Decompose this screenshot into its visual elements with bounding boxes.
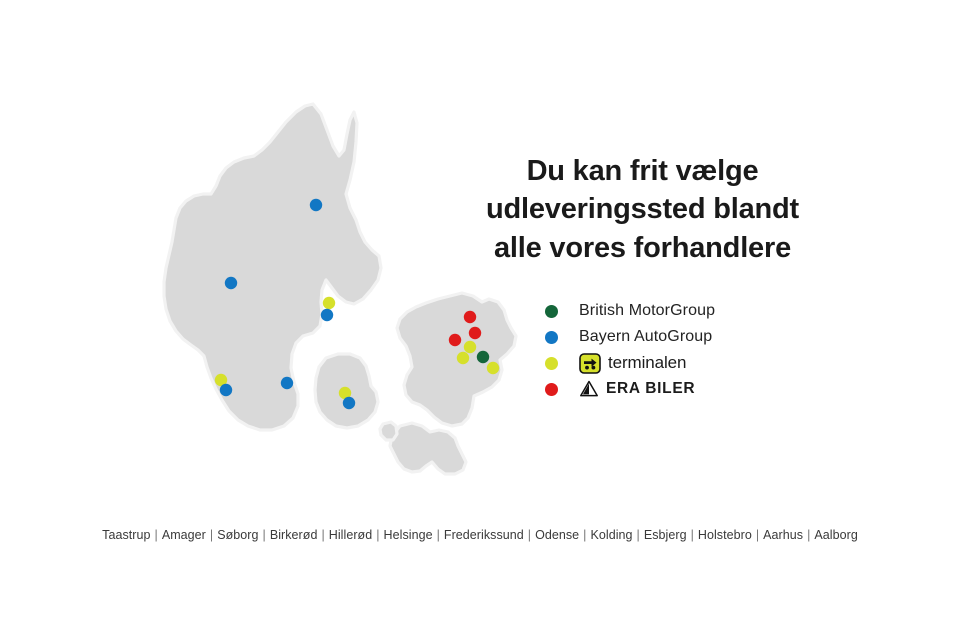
headline-line-2: udleveringssted blandt <box>485 193 800 226</box>
map-marker-layer <box>214 198 500 410</box>
legend-item-bayern-autogroup[interactable]: Bayern AutoGroup <box>545 324 845 350</box>
terminalen-logo-icon <box>579 352 601 374</box>
city-separator: | <box>321 528 325 542</box>
city-item: Odense <box>535 528 580 542</box>
legend-item-british-motorgroup[interactable]: British MotorGroup <box>545 298 845 324</box>
map-marker-holstebro-blue[interactable] <box>224 276 238 290</box>
page-title: Du kan frit vælge udleveringssted blandt… <box>455 152 830 267</box>
city-item: Aarhus <box>763 528 804 542</box>
red-dot-icon <box>545 382 558 396</box>
map-marker-odense-blue[interactable] <box>342 396 356 410</box>
map-marker-odense-yellow[interactable] <box>338 386 352 400</box>
blue-dot-icon <box>545 330 558 344</box>
city-list: Taastrup | Amager | Søborg | Birkerød | Hillerød… <box>0 528 960 542</box>
headline-line-3: alle vores forhandlere <box>494 231 791 264</box>
map-marker-aarhus-yellow[interactable] <box>322 296 336 310</box>
map-marker-frederikssund-red[interactable] <box>448 333 462 347</box>
city-separator: | <box>262 528 266 542</box>
city-item: Kolding <box>590 528 633 542</box>
yellow-dot-icon <box>545 356 558 370</box>
map-marker-aarhus-blue[interactable] <box>320 308 334 322</box>
map-marker-birkerod-yellow[interactable] <box>463 340 477 354</box>
legend-item-era-biler[interactable]: ERA BILER <box>545 376 845 402</box>
city-item: Esbjerg <box>643 528 687 542</box>
city-separator: | <box>636 528 640 542</box>
legend-item-terminalen[interactable]: terminalen <box>545 350 845 376</box>
map-marker-amager-yellow[interactable] <box>486 361 500 375</box>
zealand-landmass <box>395 291 518 428</box>
denmark-map <box>150 90 550 510</box>
map-marker-esbjerg-yellow[interactable] <box>214 373 228 387</box>
small-island-landmass <box>378 420 399 442</box>
city-item: Amager <box>161 528 206 542</box>
jutland-landmass <box>162 102 383 432</box>
terminalen-brand: terminalen <box>579 352 687 374</box>
map-marker-esbjerg-blue[interactable] <box>219 383 233 397</box>
legend-label-british-motorgroup: British MotorGroup <box>579 302 716 319</box>
city-item: Søborg <box>217 528 259 542</box>
city-item: Helsinge <box>383 528 433 542</box>
city-item: Birkerød <box>269 528 318 542</box>
city-separator: | <box>376 528 380 542</box>
city-item: Holstebro <box>697 528 752 542</box>
map-marker-aalborg-blue[interactable] <box>309 198 323 212</box>
legend-label-bayern-autogroup: Bayern AutoGroup <box>579 328 713 345</box>
city-item: Frederikssund <box>443 528 524 542</box>
city-separator: | <box>807 528 811 542</box>
city-separator: | <box>690 528 694 542</box>
map-marker-taastrup-yellow[interactable] <box>456 351 470 365</box>
map-marker-hillerod-red[interactable] <box>468 326 482 340</box>
map-marker-kolding-blue[interactable] <box>280 376 294 390</box>
city-item: Hillerød <box>328 528 373 542</box>
city-item: Taastrup <box>102 528 151 542</box>
city-separator: | <box>755 528 760 542</box>
city-separator: | <box>583 528 587 542</box>
map-marker-helsinge-red[interactable] <box>463 310 477 324</box>
map-marker-soborg-green[interactable] <box>476 350 490 364</box>
denmark-map-svg <box>162 102 518 476</box>
city-separator: | <box>527 528 532 542</box>
headline-line-1: Du kan frit vælge <box>526 155 759 187</box>
city-separator: | <box>209 528 214 542</box>
lolland-falster-landmass <box>388 421 468 476</box>
city-separator: | <box>436 528 440 542</box>
era-biler-logo-icon <box>580 380 598 397</box>
legend-label-terminalen: terminalen <box>608 353 687 372</box>
map-legend: British MotorGroup Bayern AutoGroup term… <box>545 298 845 402</box>
green-dot-icon <box>545 304 558 318</box>
city-item: Aalborg <box>814 528 858 542</box>
legend-label-era-biler: ERA BILER <box>606 380 696 397</box>
era-biler-brand: ERA BILER <box>579 380 695 398</box>
city-separator: | <box>154 528 158 542</box>
